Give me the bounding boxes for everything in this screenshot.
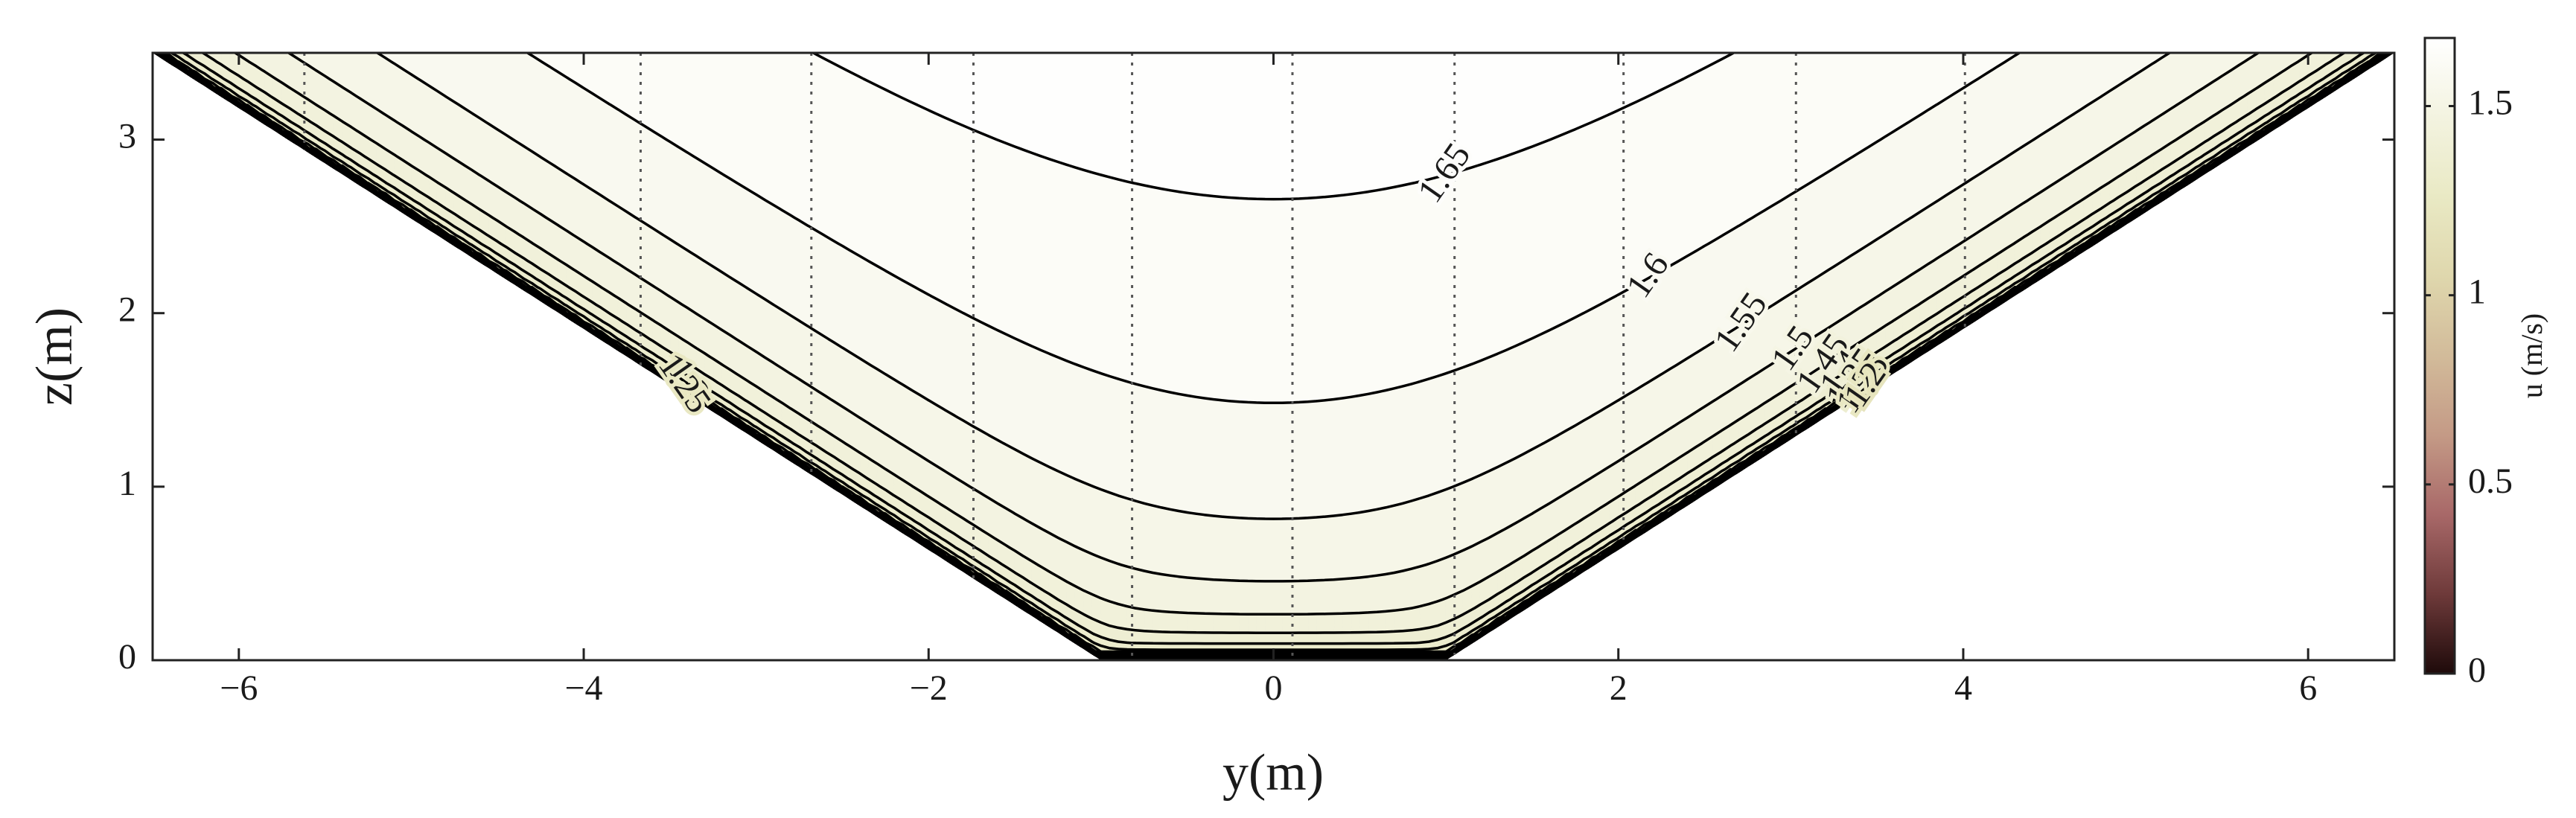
colorbar [2423, 36, 2456, 675]
x-axis-label: y(m) [1222, 744, 1324, 802]
x-tick-label: −6 [220, 668, 258, 708]
colorbar-tick-label: 0.5 [2468, 461, 2513, 501]
colorbar-tick-label: 0 [2468, 651, 2486, 690]
x-tick-label: −4 [564, 668, 602, 708]
y-tick-label: 0 [118, 637, 136, 677]
field [153, 53, 2394, 660]
x-tick-label: 6 [2299, 668, 2317, 708]
colorbar-label: u (m/s) [2515, 313, 2548, 398]
x-tick-label: 2 [1610, 668, 1627, 708]
colorbar-tick-label: 1 [2468, 272, 2486, 312]
colorbar-tick-label: 1.5 [2468, 83, 2513, 123]
y-tick-label: 3 [118, 117, 136, 156]
x-tick-label: 0 [1265, 668, 1283, 708]
y-axis-label: z(m) [26, 307, 83, 406]
x-tick-label: −2 [910, 668, 948, 708]
x-tick-label: 4 [1954, 668, 1972, 708]
y-tick-label: 2 [118, 290, 136, 330]
y-tick-label: 1 [118, 464, 136, 503]
